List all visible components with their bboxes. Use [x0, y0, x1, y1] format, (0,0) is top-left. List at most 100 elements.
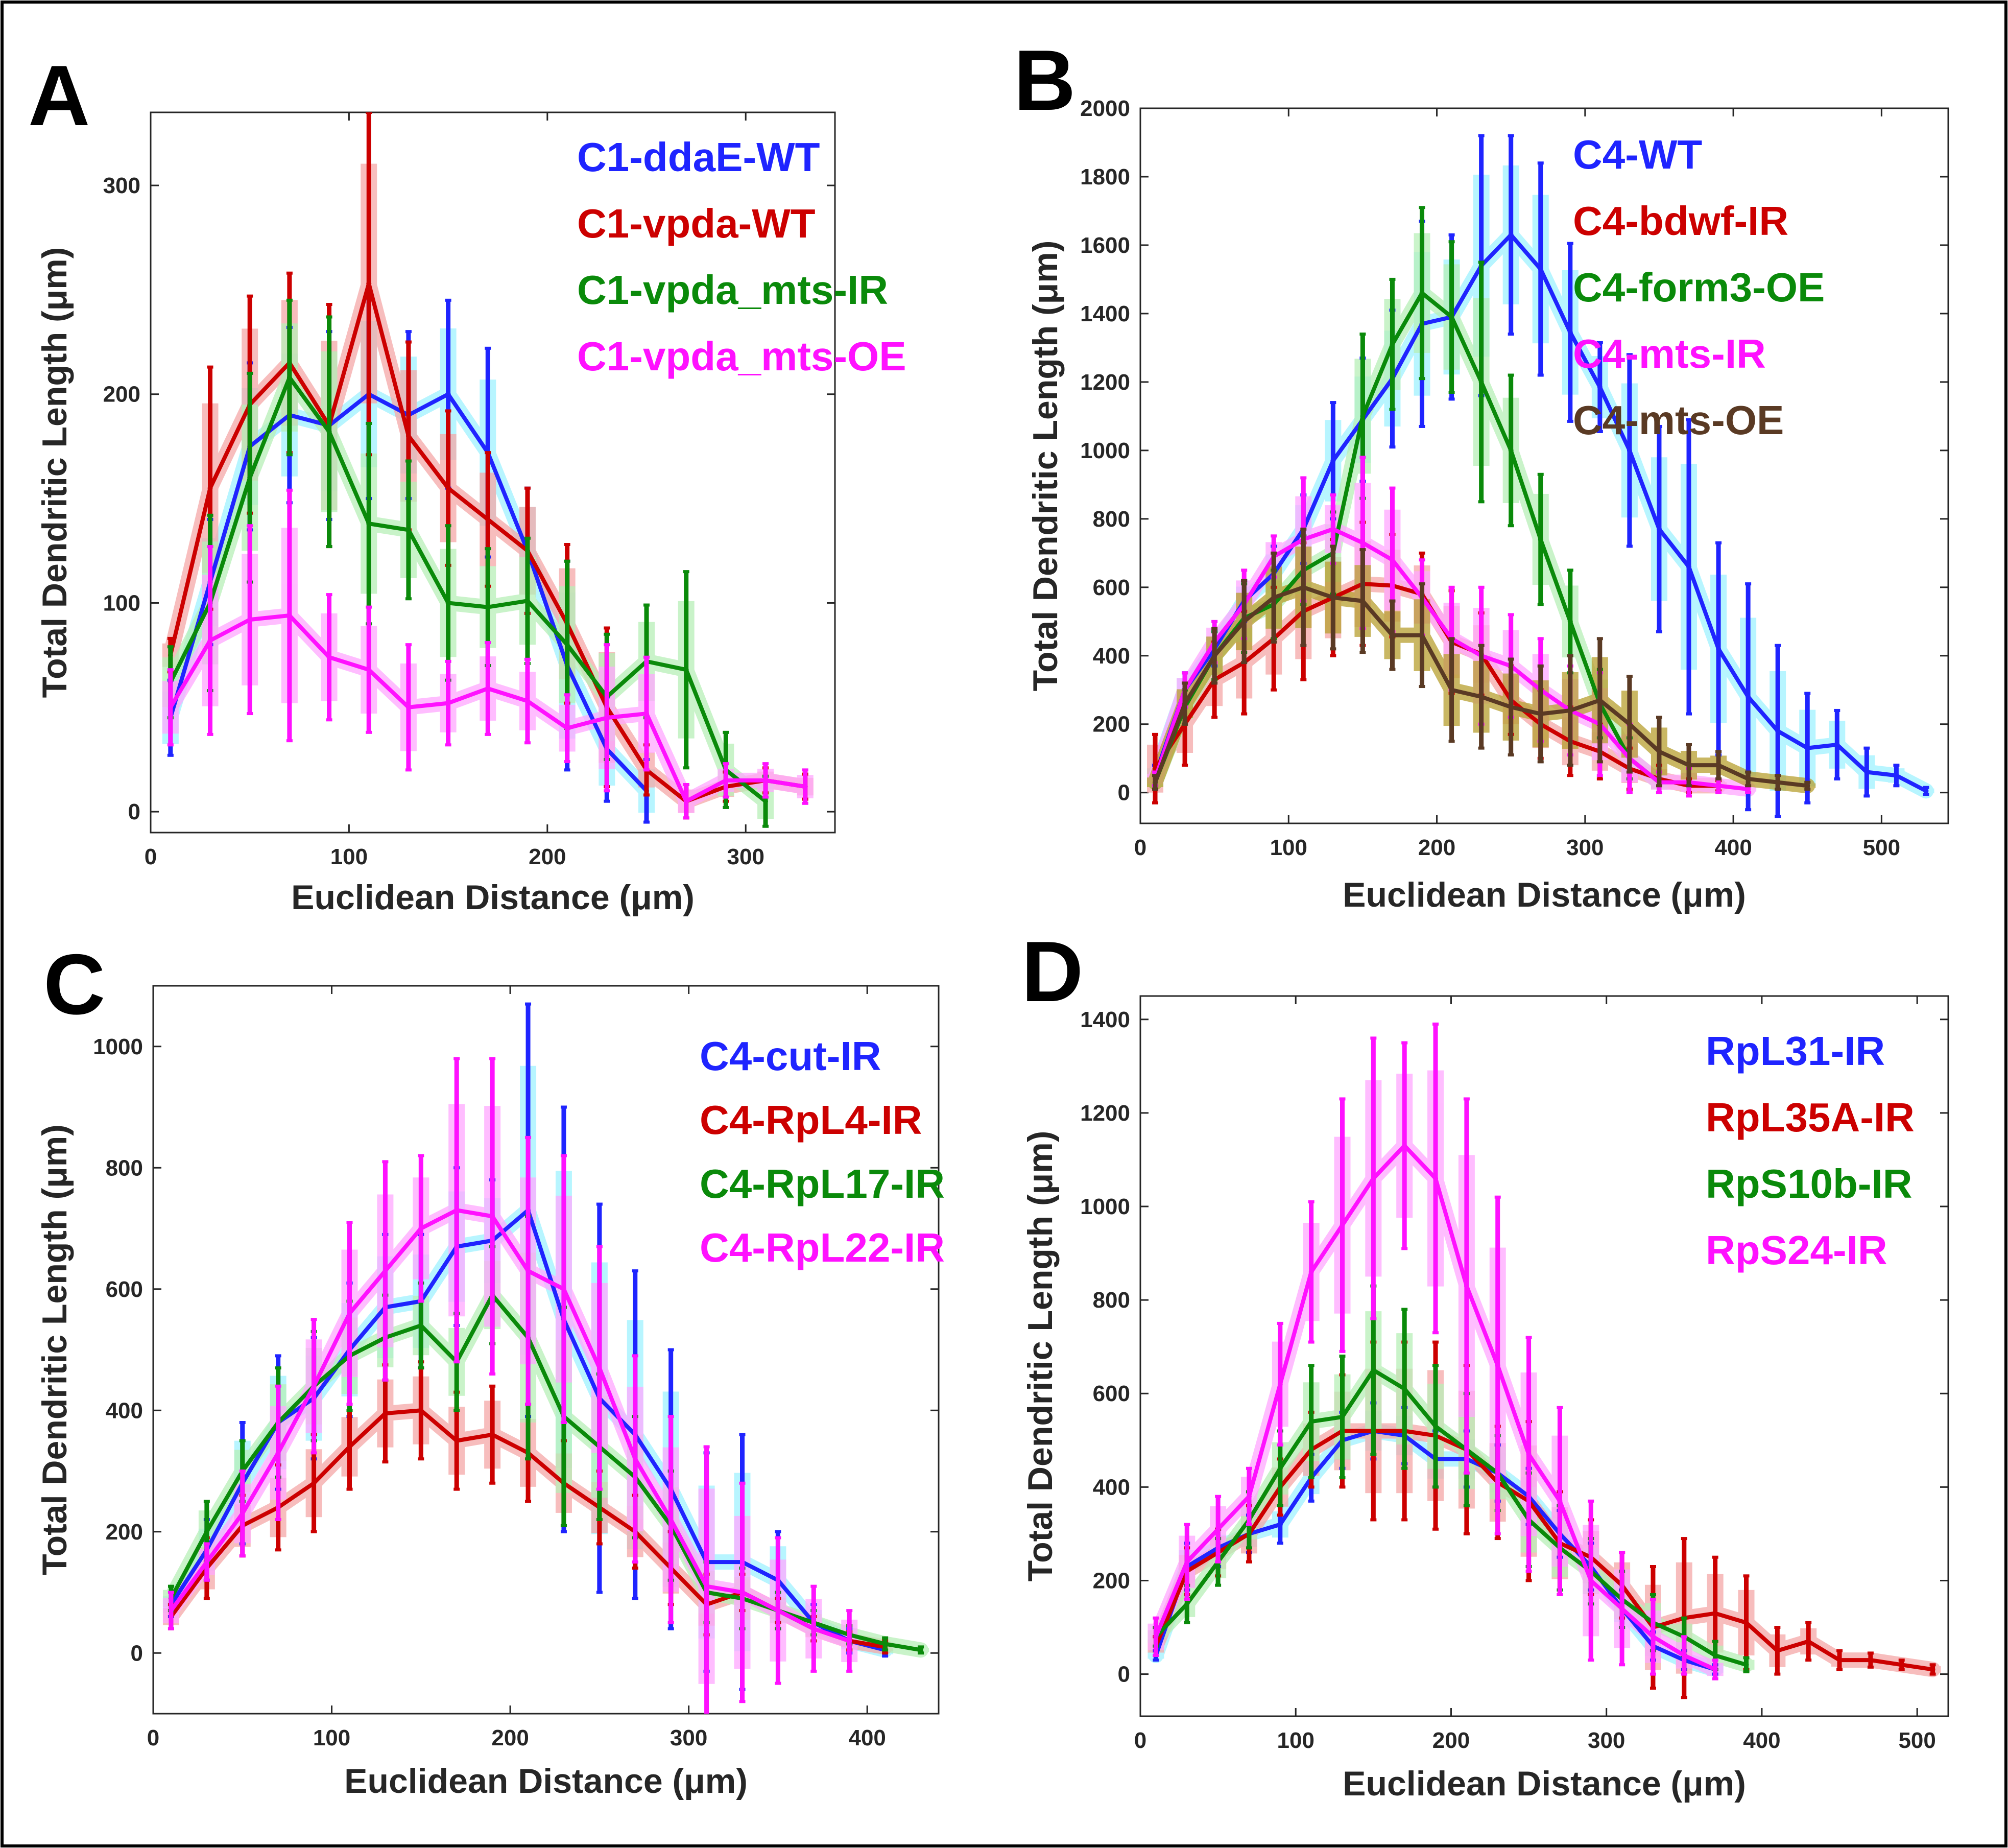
data-point [1686, 564, 1692, 570]
series-group [1148, 1022, 1941, 1699]
y-tick-label: 800 [106, 1155, 143, 1180]
data-point [1923, 788, 1929, 794]
x-tick-label: 200 [1418, 835, 1455, 860]
legend-entry-rps24-ir: RpS24-IR [1706, 1227, 1887, 1273]
data-point [644, 711, 650, 717]
data-point [1864, 769, 1870, 775]
legend: RpL31-IR RpL35A-IR RpS10b-IR RpS24-IR [1706, 1028, 1915, 1273]
data-point [347, 1444, 352, 1450]
data-point [445, 600, 451, 606]
data-point [405, 704, 411, 710]
series-group [162, 112, 814, 828]
y-tick-label: 300 [103, 173, 140, 198]
data-point [1538, 266, 1543, 272]
y-axis-label: Total Dendritic Length (μm) [35, 1124, 74, 1575]
data-point [811, 1626, 817, 1631]
legend-entry-c4-rpl4-ir: C4-RpL4-IR [700, 1097, 922, 1143]
legend-entry-c4-wt: C4-WT [1573, 132, 1702, 177]
data-point [247, 475, 253, 481]
x-tick-label: 0 [1134, 1728, 1146, 1753]
data-point [326, 654, 332, 660]
x-tick-label: 100 [1277, 1728, 1314, 1753]
panel-letter: B [1014, 32, 1075, 128]
data-point [1153, 1634, 1159, 1640]
x-tick-label: 400 [1714, 835, 1752, 860]
data-point [1508, 447, 1514, 453]
data-point [1184, 1559, 1190, 1565]
legend-entry-c1-vpda-mts-ir: C1-vpda_mts-IR [577, 267, 888, 313]
y-tick-label: 1400 [1080, 301, 1130, 326]
data-point [1567, 619, 1573, 624]
data-point [168, 1608, 174, 1614]
x-tick-label: 500 [1898, 1728, 1935, 1753]
data-point [1775, 779, 1781, 785]
data-point [1538, 537, 1543, 542]
panel-letter: D [1021, 923, 1083, 1020]
y-tick-label: 0 [128, 799, 140, 824]
series-line [169, 1293, 921, 1652]
data-point [445, 485, 451, 491]
y-tick-label: 1600 [1080, 233, 1130, 258]
data-point [1538, 711, 1543, 717]
data-point [418, 1323, 424, 1328]
data-point [405, 433, 411, 439]
x-tick-label: 400 [848, 1725, 886, 1750]
series-line [1154, 1429, 1933, 1672]
x-axis-label: Euclidean Distance (μm) [1343, 1764, 1746, 1803]
y-tick-label: 600 [1093, 575, 1130, 600]
panel-d: 0 100 200 300 400 500 0 200 400 600 800 1000 1200 140… [1021, 923, 1949, 1803]
data-point [1686, 763, 1692, 768]
data-point [207, 638, 213, 643]
data-point [604, 715, 610, 721]
data-point [1746, 776, 1751, 781]
panel-a: 0 100 200 300 0 100 200 300 C1-ddaE-WT C1-vpda-WT… [28, 48, 906, 917]
series-c4-rpl22-ir [168, 1057, 853, 1714]
data-point [1340, 1414, 1345, 1420]
data-point [1402, 1386, 1407, 1392]
data-point [1526, 1452, 1532, 1457]
data-point [1478, 694, 1484, 700]
data-point [1390, 342, 1395, 347]
data-point [1627, 447, 1632, 453]
data-point [1402, 1143, 1407, 1148]
legend-entry-c4-mts-oe: C4-mts-OE [1573, 397, 1784, 443]
y-tick-label: 1800 [1080, 164, 1130, 189]
data-point [347, 1311, 352, 1316]
data-point [1716, 783, 1722, 789]
legend: C4-WT C4-bdwf-IR C4-form3-OE C4-mts-IR C4-mt… [1573, 132, 1825, 443]
data-point [1478, 379, 1484, 385]
data-point [683, 667, 689, 673]
data-point [1746, 787, 1751, 792]
data-point [524, 598, 530, 604]
data-point [1930, 1667, 1935, 1672]
data-point [775, 1608, 781, 1614]
series-group [162, 1002, 929, 1714]
legend-entry-c4-cut-ir: C4-cut-IR [700, 1033, 881, 1079]
x-tick-label: 200 [1432, 1728, 1470, 1753]
data-point [1390, 632, 1395, 638]
x-tick-label: 200 [529, 844, 566, 869]
data-point [1656, 526, 1662, 532]
series-rps24-ir [1153, 1022, 1718, 1680]
legend: C1-ddaE-WT C1-vpda-WT C1-vpda_mts-IR C1-vpd… [577, 134, 906, 379]
data-point [1899, 1662, 1904, 1668]
data-point [1371, 1367, 1376, 1373]
y-tick-label: 1200 [1080, 370, 1130, 395]
data-point [1650, 1634, 1656, 1640]
y-tick-label: 600 [106, 1277, 143, 1302]
data-point [311, 1383, 317, 1389]
y-tick-label: 600 [1093, 1381, 1130, 1406]
data-point [1567, 329, 1573, 335]
data-point [454, 1207, 460, 1213]
data-point [275, 1450, 281, 1456]
data-point [1806, 1639, 1811, 1644]
data-point [525, 1268, 531, 1274]
data-point [490, 1432, 495, 1437]
data-point [1681, 1652, 1687, 1658]
data-point [1716, 763, 1722, 768]
data-point [1246, 1494, 1252, 1499]
series-line [1154, 1368, 1747, 1667]
data-point [485, 686, 491, 691]
